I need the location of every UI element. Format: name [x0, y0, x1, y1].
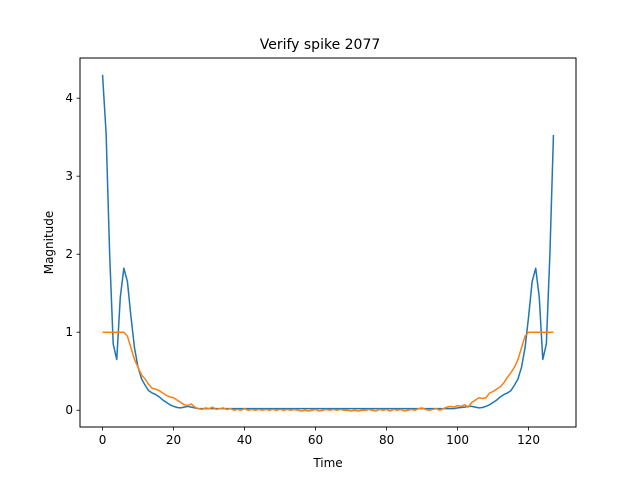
chart-title: Verify spike 2077	[260, 37, 381, 53]
series-line-1	[101, 74, 555, 410]
y-tick-label: 3	[65, 169, 73, 183]
y-axis-ticks: 0 1 2 3 4	[65, 91, 80, 417]
x-tick-label: 20	[166, 433, 181, 447]
x-tick-label: 100	[446, 433, 469, 447]
y-tick-label: 2	[65, 247, 73, 261]
x-axis-label: Time	[312, 456, 342, 470]
y-axis-label: Magnitude	[42, 211, 56, 275]
x-tick-label: 120	[517, 433, 540, 447]
x-tick-label: 60	[308, 433, 323, 447]
series-line-2	[102, 331, 554, 412]
x-axis-ticks: 0 20 40 60 80 100 120	[99, 427, 540, 447]
x-tick-label: 40	[237, 433, 252, 447]
x-tick-label: 80	[379, 433, 394, 447]
y-tick-label: 1	[65, 325, 73, 339]
series-layer	[101, 74, 555, 412]
x-tick-label: 0	[99, 433, 107, 447]
y-tick-label: 4	[65, 91, 73, 105]
y-tick-label: 0	[65, 403, 73, 417]
plot-frame	[79, 57, 577, 428]
